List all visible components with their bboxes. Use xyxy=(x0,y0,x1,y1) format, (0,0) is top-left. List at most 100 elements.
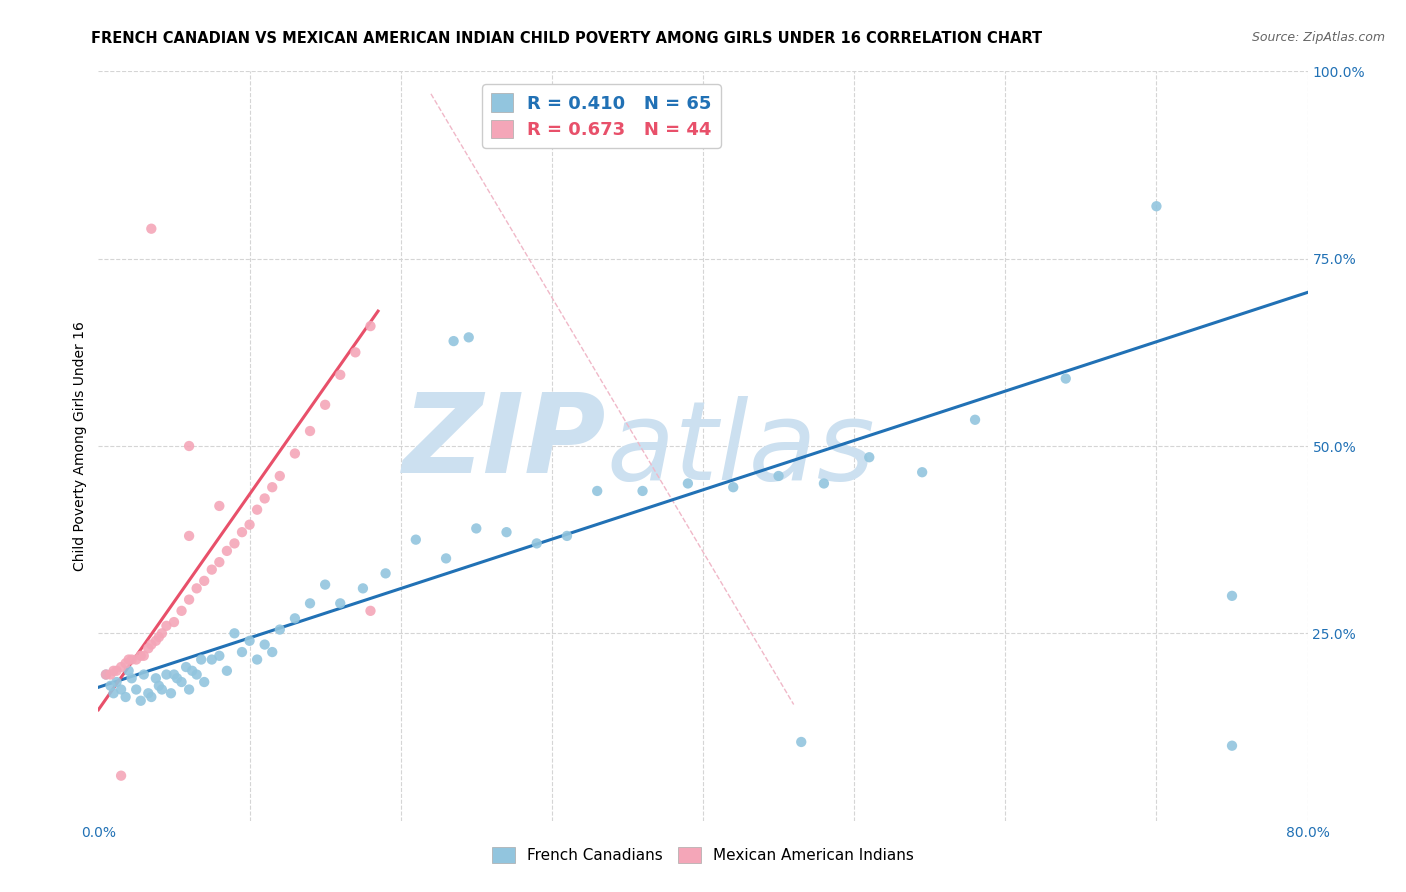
Point xyxy=(150,682,173,697)
Point xyxy=(155,619,177,633)
Point xyxy=(163,615,186,629)
Point xyxy=(434,551,457,566)
Point xyxy=(136,686,159,700)
Text: ZIP: ZIP xyxy=(402,389,606,496)
Point xyxy=(208,555,231,569)
Point xyxy=(136,641,159,656)
Point xyxy=(121,671,143,685)
Point xyxy=(813,476,835,491)
Point xyxy=(110,660,132,674)
Point xyxy=(114,690,136,704)
Point xyxy=(360,319,382,334)
Text: FRENCH CANADIAN VS MEXICAN AMERICAN INDIAN CHILD POVERTY AMONG GIRLS UNDER 16 CO: FRENCH CANADIAN VS MEXICAN AMERICAN INDI… xyxy=(91,31,1042,46)
Point xyxy=(105,675,128,690)
Point xyxy=(253,638,276,652)
Point xyxy=(121,652,143,666)
Point xyxy=(239,633,262,648)
Point xyxy=(215,664,238,678)
Point xyxy=(443,334,465,348)
Point xyxy=(132,648,155,663)
Point xyxy=(193,675,215,690)
Point xyxy=(299,424,322,438)
Point xyxy=(179,592,201,607)
Point xyxy=(94,667,117,681)
Point xyxy=(253,491,276,506)
Point xyxy=(239,517,262,532)
Point xyxy=(405,533,427,547)
Point xyxy=(215,544,238,558)
Point xyxy=(586,483,609,498)
Point xyxy=(344,345,367,359)
Point xyxy=(179,529,201,543)
Point xyxy=(100,679,122,693)
Point xyxy=(193,574,215,588)
Point xyxy=(1220,739,1243,753)
Point xyxy=(768,469,790,483)
Point xyxy=(110,769,132,783)
Point xyxy=(314,577,336,591)
Y-axis label: Child Poverty Among Girls Under 16: Child Poverty Among Girls Under 16 xyxy=(73,321,87,571)
Point xyxy=(145,671,167,685)
Point xyxy=(723,480,745,494)
Point xyxy=(201,652,224,666)
Point xyxy=(911,465,934,479)
Point xyxy=(155,667,177,681)
Point xyxy=(246,652,269,666)
Point xyxy=(110,682,132,697)
Point xyxy=(374,566,396,581)
Point xyxy=(329,368,352,382)
Point xyxy=(246,502,269,516)
Point xyxy=(118,652,141,666)
Point xyxy=(170,604,193,618)
Point xyxy=(314,398,336,412)
Point xyxy=(141,638,163,652)
Point xyxy=(105,664,128,678)
Point xyxy=(208,648,231,663)
Point xyxy=(179,439,201,453)
Point xyxy=(858,450,880,465)
Point xyxy=(208,499,231,513)
Point xyxy=(148,630,170,644)
Point xyxy=(555,529,578,543)
Point xyxy=(284,611,307,625)
Point xyxy=(125,682,148,697)
Point xyxy=(1220,589,1243,603)
Point xyxy=(129,694,152,708)
Point xyxy=(103,686,125,700)
Point xyxy=(1054,371,1077,385)
Point xyxy=(224,536,246,550)
Point xyxy=(125,652,148,666)
Point xyxy=(148,679,170,693)
Point xyxy=(170,675,193,690)
Point xyxy=(181,664,204,678)
Point xyxy=(186,667,208,681)
Point xyxy=(179,682,201,697)
Point xyxy=(231,525,253,540)
Point xyxy=(132,667,155,681)
Point xyxy=(495,525,517,540)
Legend: French Canadians, Mexican American Indians: French Canadians, Mexican American India… xyxy=(486,841,920,869)
Point xyxy=(526,536,548,550)
Text: Source: ZipAtlas.com: Source: ZipAtlas.com xyxy=(1251,31,1385,45)
Point xyxy=(262,645,284,659)
Point xyxy=(965,413,987,427)
Point xyxy=(186,582,208,596)
Point xyxy=(145,633,167,648)
Point xyxy=(231,645,253,659)
Point xyxy=(262,480,284,494)
Point xyxy=(352,582,374,596)
Point xyxy=(129,648,152,663)
Point xyxy=(284,446,307,460)
Point xyxy=(329,596,352,610)
Point xyxy=(457,330,479,344)
Point xyxy=(201,563,224,577)
Point xyxy=(190,652,212,666)
Point xyxy=(100,667,122,681)
Point xyxy=(163,667,186,681)
Point xyxy=(141,690,163,704)
Point xyxy=(269,623,291,637)
Point xyxy=(269,469,291,483)
Point xyxy=(631,483,654,498)
Point xyxy=(1144,199,1167,213)
Point xyxy=(676,476,699,491)
